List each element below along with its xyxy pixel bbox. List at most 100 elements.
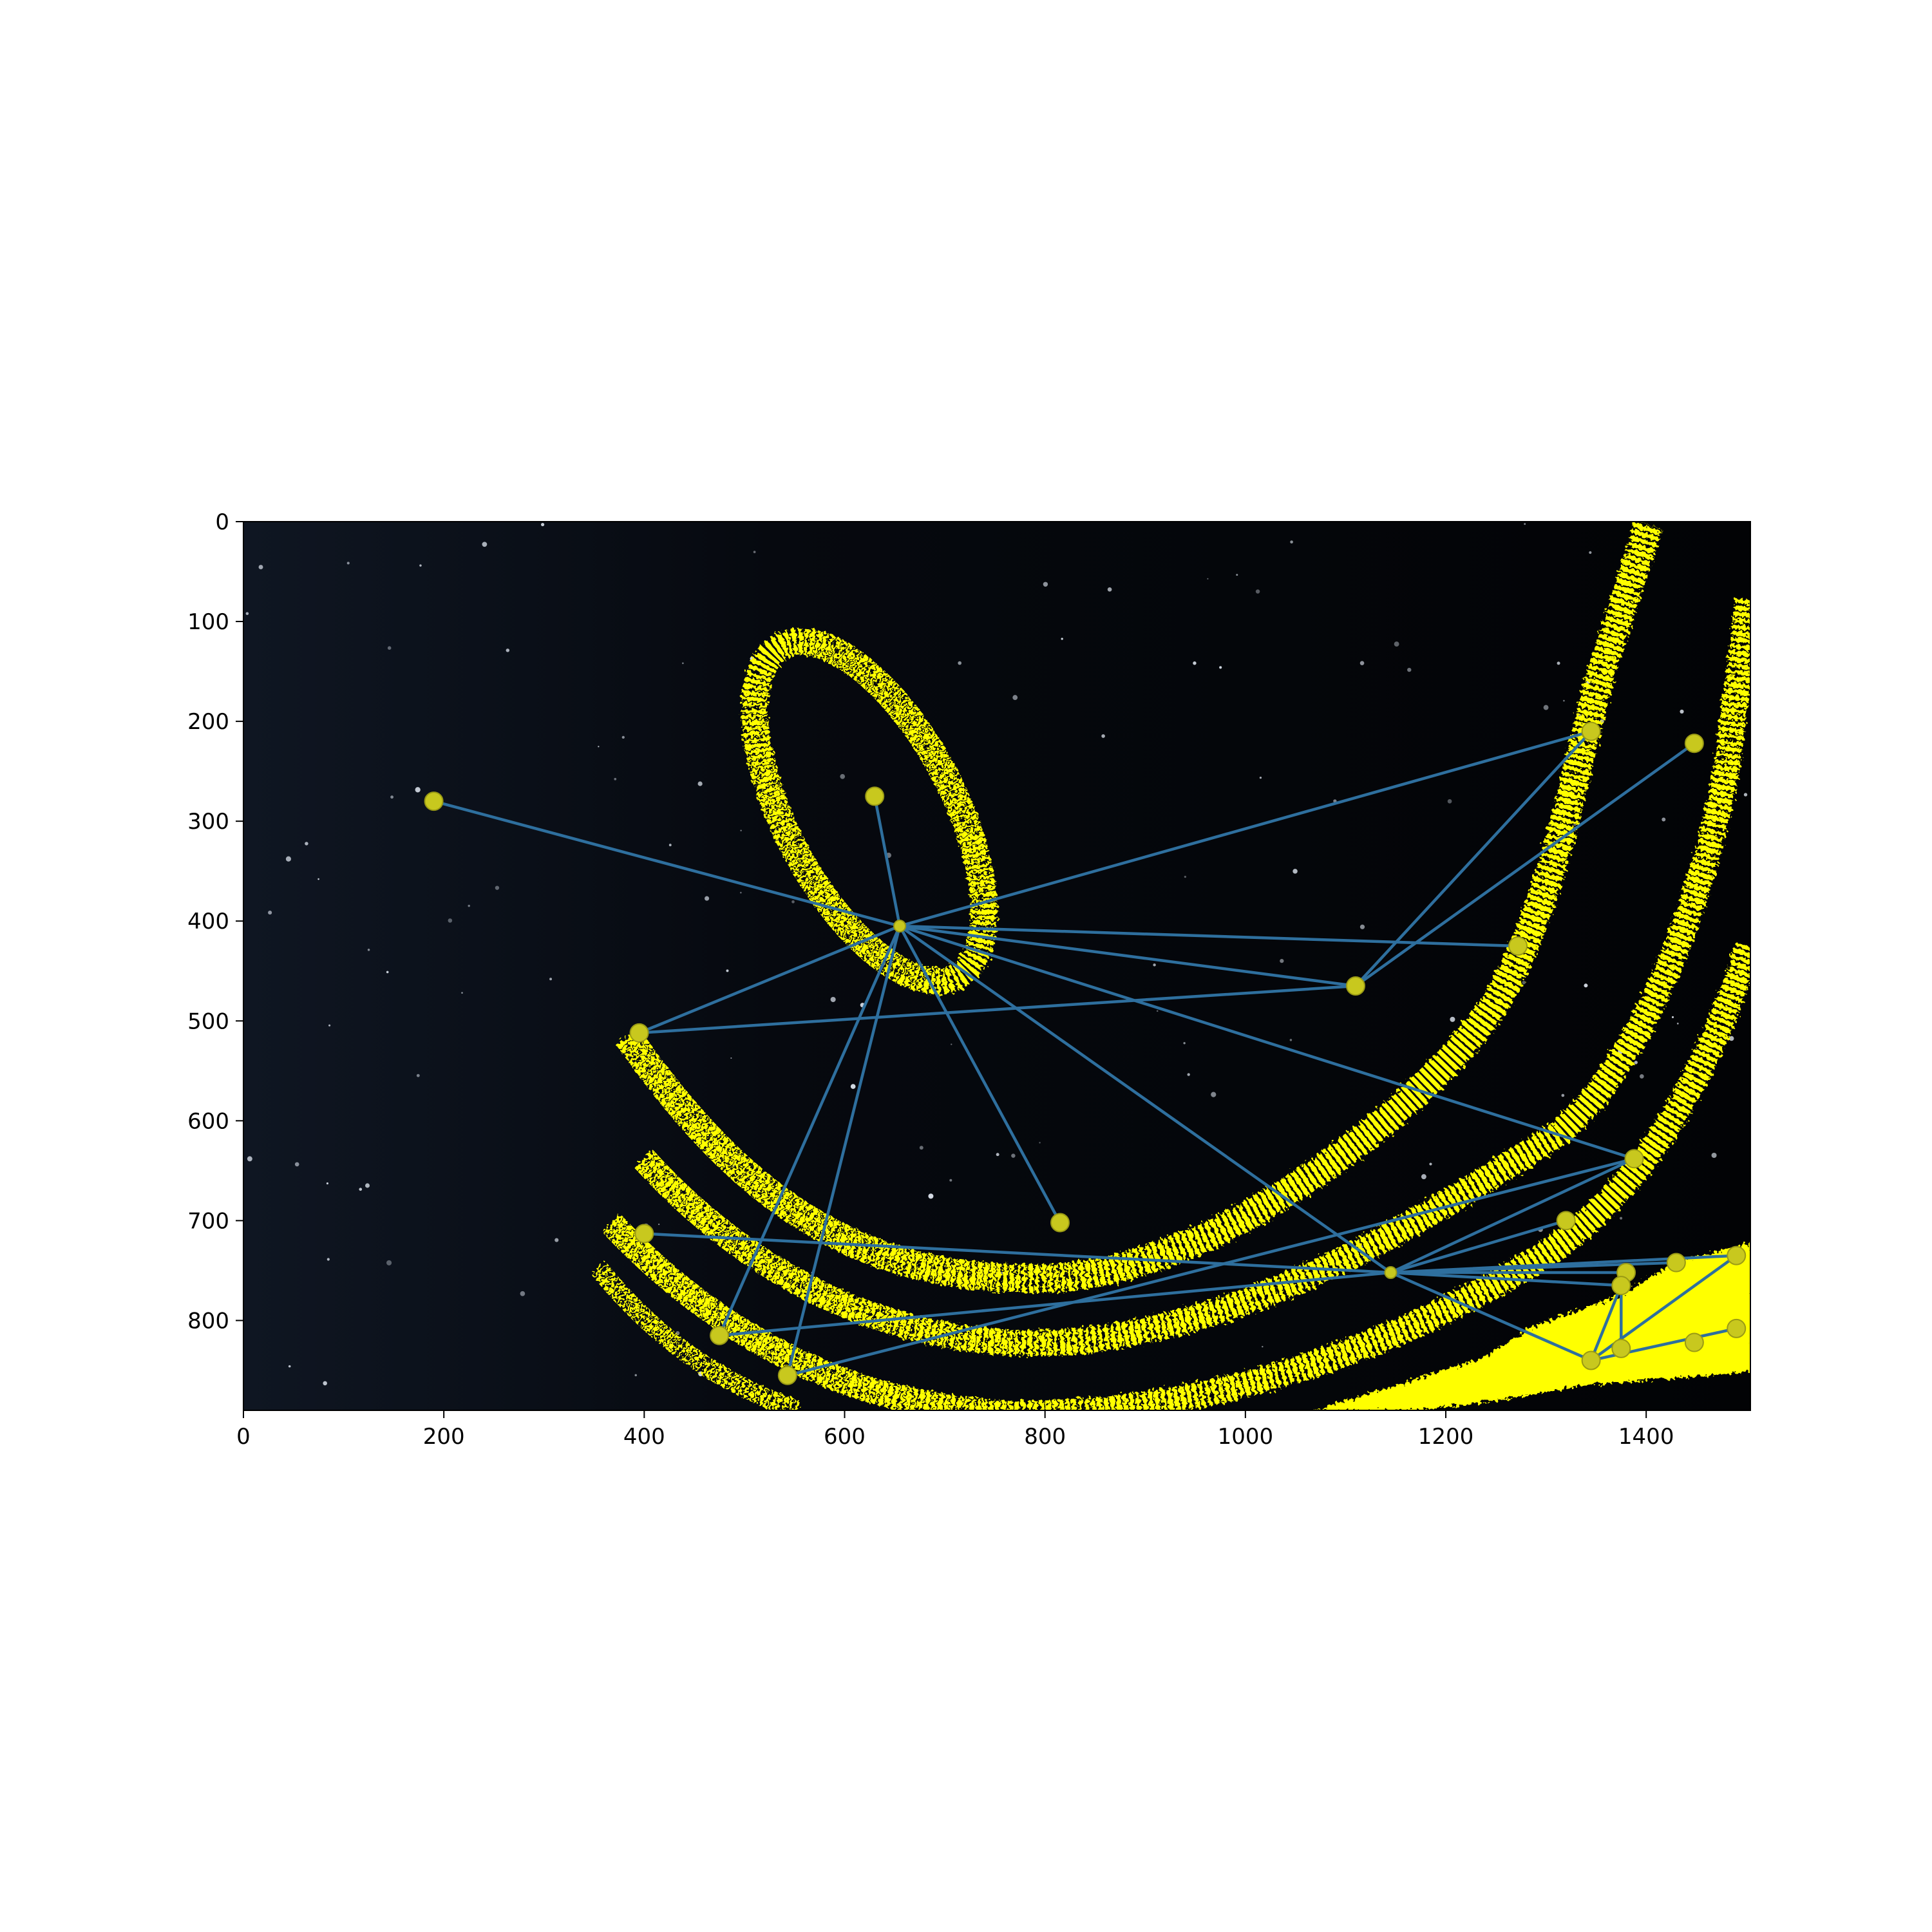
network-edge bbox=[1389, 1157, 1636, 1274]
x-tick-label: 1000 bbox=[1218, 1424, 1274, 1450]
trace-loop bbox=[741, 628, 998, 995]
star bbox=[1207, 578, 1209, 580]
star bbox=[506, 649, 510, 652]
x-tick-label: 600 bbox=[824, 1424, 866, 1450]
star bbox=[753, 551, 756, 553]
star bbox=[1728, 1036, 1734, 1041]
star bbox=[614, 777, 617, 781]
star bbox=[1619, 1217, 1623, 1220]
star bbox=[359, 1188, 363, 1191]
y-tick-label: 700 bbox=[187, 1208, 229, 1234]
network-edge bbox=[898, 924, 1062, 1224]
x-tick-label: 1200 bbox=[1418, 1424, 1474, 1450]
star bbox=[1429, 1162, 1432, 1166]
sky-image bbox=[243, 522, 1750, 1410]
star bbox=[682, 662, 684, 665]
network-node bbox=[1727, 1245, 1747, 1265]
star bbox=[305, 842, 308, 846]
network-node bbox=[1727, 1318, 1747, 1338]
network-node bbox=[710, 1325, 730, 1345]
star bbox=[386, 971, 389, 974]
star bbox=[740, 829, 742, 831]
y-tick-label: 300 bbox=[187, 809, 229, 835]
network-edge bbox=[717, 924, 902, 1337]
network-node bbox=[1611, 1338, 1631, 1358]
star bbox=[1676, 1023, 1679, 1025]
star bbox=[1039, 1142, 1041, 1144]
star bbox=[951, 1043, 952, 1045]
star bbox=[1450, 1016, 1455, 1022]
star bbox=[294, 1162, 299, 1167]
star bbox=[1012, 695, 1018, 701]
star bbox=[549, 978, 553, 981]
star bbox=[996, 1153, 999, 1157]
star bbox=[1061, 638, 1063, 640]
star bbox=[328, 1024, 331, 1027]
network-edge bbox=[1589, 1283, 1623, 1362]
star bbox=[495, 886, 500, 890]
y-tick-label: 200 bbox=[187, 709, 229, 735]
star bbox=[1236, 574, 1238, 576]
star bbox=[1680, 709, 1684, 714]
star bbox=[919, 1146, 923, 1150]
star bbox=[1211, 1092, 1217, 1097]
star bbox=[1290, 540, 1293, 544]
network-edge bbox=[786, 1157, 1636, 1377]
network-node bbox=[1345, 976, 1365, 996]
network-node bbox=[1508, 936, 1528, 956]
network-node bbox=[1384, 1266, 1397, 1280]
network-node bbox=[424, 791, 444, 811]
star bbox=[415, 787, 421, 793]
star bbox=[416, 1074, 420, 1077]
y-tick-label: 500 bbox=[187, 1009, 229, 1034]
star bbox=[1561, 1094, 1565, 1097]
network-edge bbox=[786, 924, 902, 1377]
star bbox=[1743, 793, 1748, 797]
network-edge bbox=[1389, 1271, 1623, 1287]
star bbox=[1407, 667, 1412, 672]
network-edge bbox=[1354, 741, 1696, 988]
y-tick-label: 100 bbox=[187, 609, 229, 635]
network-edge bbox=[1389, 1219, 1567, 1274]
star bbox=[676, 1331, 680, 1336]
star bbox=[346, 562, 350, 565]
network-node bbox=[1581, 721, 1601, 741]
star bbox=[958, 661, 962, 665]
network-edges bbox=[432, 730, 1738, 1377]
trace-arc-4 bbox=[591, 1262, 802, 1410]
star bbox=[245, 612, 249, 615]
star bbox=[1000, 1271, 1003, 1274]
star bbox=[1262, 1345, 1264, 1348]
star bbox=[541, 522, 545, 527]
x-tick-label: 400 bbox=[623, 1424, 665, 1450]
star bbox=[1447, 799, 1452, 804]
star bbox=[1662, 817, 1666, 822]
star bbox=[658, 1224, 660, 1226]
star bbox=[1156, 1010, 1159, 1012]
star bbox=[268, 911, 272, 915]
network-edge bbox=[1354, 730, 1593, 988]
star bbox=[1543, 705, 1549, 710]
star bbox=[1184, 875, 1187, 878]
network-edge bbox=[643, 1232, 1392, 1274]
star bbox=[520, 1291, 526, 1296]
star bbox=[1711, 1152, 1717, 1159]
x-axis: 0 200 400 600 800 1000 1200 1400 bbox=[236, 1410, 1674, 1450]
star bbox=[1101, 734, 1105, 738]
star bbox=[705, 896, 710, 901]
star bbox=[285, 856, 292, 862]
star bbox=[461, 992, 463, 994]
star bbox=[1193, 661, 1197, 665]
star bbox=[1634, 1061, 1638, 1065]
star bbox=[598, 746, 600, 748]
plot-frame bbox=[243, 521, 1751, 1411]
star bbox=[850, 1084, 856, 1089]
network-edge bbox=[717, 1271, 1392, 1337]
star bbox=[258, 565, 263, 570]
star bbox=[419, 564, 422, 567]
network-node bbox=[865, 786, 885, 806]
star bbox=[840, 773, 846, 779]
star bbox=[668, 844, 672, 847]
star bbox=[323, 1381, 327, 1386]
